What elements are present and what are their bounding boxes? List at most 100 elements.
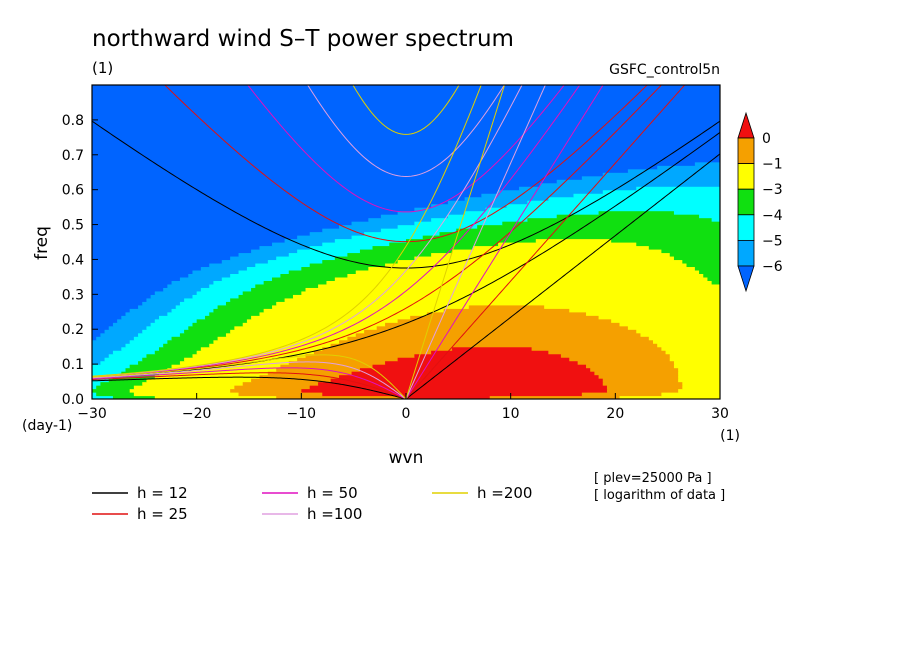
field-cell: [138, 360, 181, 365]
x-tick-label: 20: [606, 406, 624, 422]
field-cell: [397, 210, 466, 215]
field-cell: [175, 304, 219, 309]
field-cell: [129, 388, 231, 393]
field-cell: [267, 371, 353, 376]
field-cell: [150, 294, 194, 299]
field-cell: [92, 245, 261, 250]
field-cell: [133, 392, 240, 397]
field-cell: [661, 248, 720, 254]
field-cell: [92, 346, 122, 351]
field-cell: [225, 332, 357, 337]
field-cell: [92, 147, 720, 152]
field-cell: [104, 329, 143, 334]
curve-h50-kelvin: [405, 85, 604, 399]
field-cell: [221, 259, 269, 264]
field-cell: [125, 343, 164, 348]
field-cell: [209, 343, 332, 348]
field-cell: [92, 140, 720, 145]
field-cell: [92, 357, 106, 362]
field-cell: [414, 207, 487, 212]
field-cell: [171, 308, 215, 313]
field-cell: [611, 238, 720, 243]
field-cell: [92, 116, 720, 121]
field-cell: [560, 353, 671, 358]
field-cell: [92, 158, 720, 163]
curve-h50-rossby: [92, 367, 407, 399]
field-cell: [707, 276, 720, 281]
field-cell: [502, 221, 720, 226]
curve-legend: h = 12 h = 25 h = 50 h =100 h =200: [92, 484, 532, 523]
field-cell: [506, 203, 720, 208]
field-cell: [117, 318, 156, 323]
field-cell: [661, 346, 720, 351]
field-cell: [142, 381, 244, 386]
x-unit-label: (1): [720, 428, 740, 444]
field-cell: [472, 245, 650, 250]
field-cell: [527, 217, 713, 222]
field-cell: [92, 214, 382, 219]
field-cell: [556, 214, 700, 219]
field-cell: [669, 357, 720, 362]
field-cell: [447, 200, 529, 205]
field-cell: [92, 231, 311, 236]
field-cell: [92, 311, 127, 316]
y-tick-label: 0.1: [62, 357, 84, 373]
x-tick-label: 30: [711, 406, 729, 422]
field-cell: [334, 255, 415, 261]
field-cell: [221, 276, 273, 281]
field-cell: [452, 248, 662, 254]
curve-h25-ig1: [164, 85, 648, 243]
field-cell: [414, 353, 562, 358]
field-cell: [548, 350, 667, 355]
field-cell: [167, 367, 277, 372]
field-cell: [477, 224, 720, 229]
field-cell: [192, 322, 244, 327]
field-cell: [92, 364, 131, 369]
field-cell: [439, 231, 720, 236]
colorbar-box: [737, 188, 755, 216]
field-cell: [92, 290, 156, 295]
field-cell: [397, 259, 683, 264]
field-cell: [92, 273, 189, 278]
field-cell: [142, 329, 185, 334]
field-cell: [138, 304, 177, 309]
field-cell: [92, 248, 252, 254]
field-cell: [611, 318, 720, 323]
field-cell: [92, 200, 449, 205]
field-cell: [96, 336, 135, 341]
field-cell: [669, 252, 720, 257]
y-tick-label: 0.3: [62, 287, 84, 303]
colorbar-top-arrow: [737, 111, 755, 139]
field-cell: [196, 290, 244, 295]
field-cell: [431, 217, 529, 222]
field-cell: [251, 248, 298, 254]
field-cell: [167, 339, 215, 344]
curve-h100-rossby: [92, 361, 407, 399]
field-cell: [711, 217, 720, 222]
field-cell: [498, 242, 637, 247]
field-cell: [322, 392, 583, 397]
field-cell: [301, 388, 608, 393]
field-cell: [167, 283, 210, 288]
field-cell: [586, 311, 720, 316]
field-cell: [92, 179, 558, 184]
curve-h200-mrg: [92, 85, 482, 377]
note-plev: [ plev=25000 Pa ]: [594, 471, 712, 486]
field-cell: [205, 315, 252, 320]
field-cell: [678, 388, 720, 393]
field-cell: [92, 196, 466, 201]
curve-h100-ig1: [307, 85, 505, 178]
field-cell: [92, 161, 696, 166]
field-cell: [322, 346, 453, 351]
field-cell: [297, 357, 399, 362]
field-cell: [92, 385, 97, 390]
field-cell: [192, 269, 240, 274]
field-cell: [636, 329, 720, 334]
field-cell: [251, 378, 332, 383]
field-cell: [598, 374, 679, 379]
field-cell: [359, 367, 591, 372]
curve-h200-kelvin: [405, 85, 506, 399]
field-cell: [263, 280, 328, 285]
field-cell: [92, 182, 541, 187]
field-cell: [426, 311, 587, 316]
